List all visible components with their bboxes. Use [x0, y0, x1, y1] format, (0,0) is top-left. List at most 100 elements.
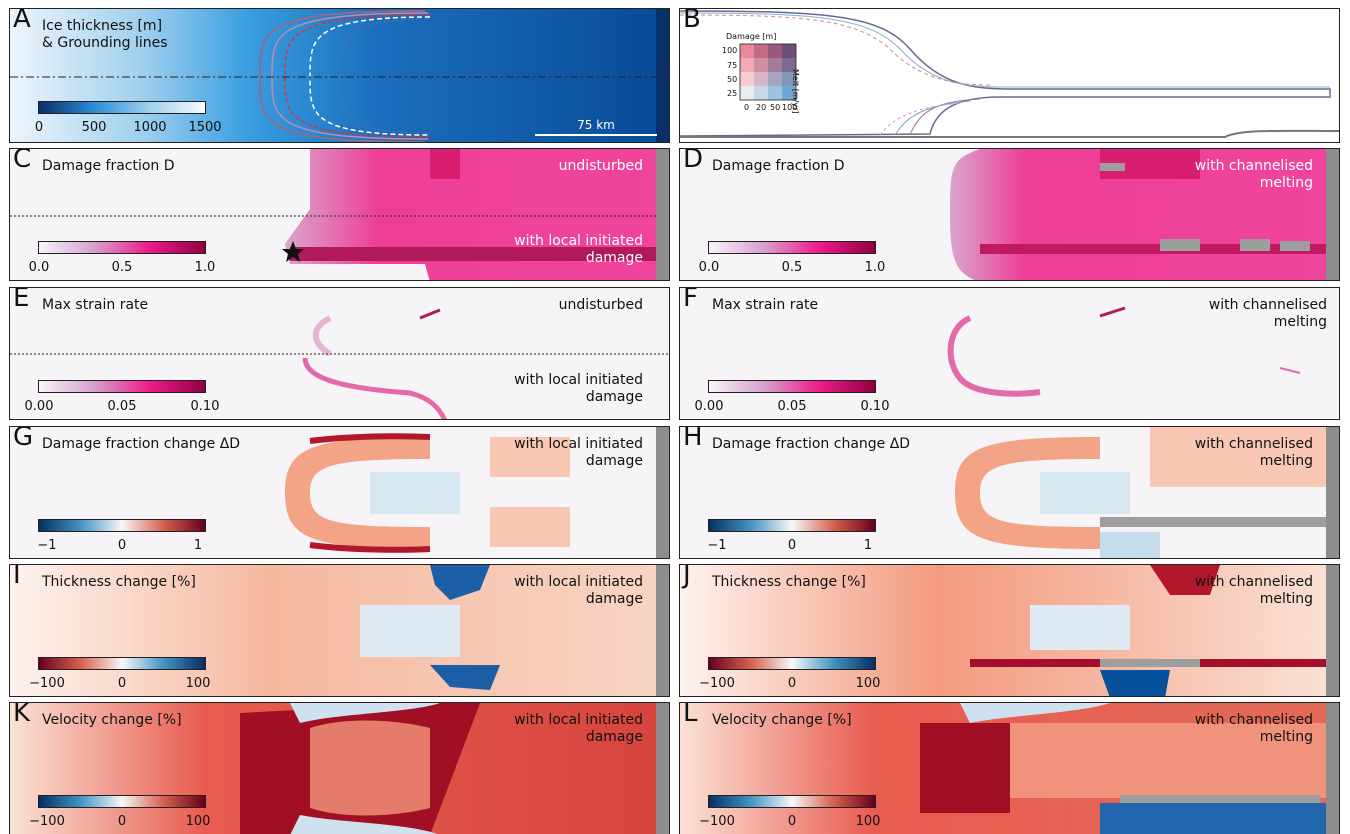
legend-ylabel: Melt [m/yr]: [791, 69, 800, 114]
damage-map: [10, 149, 669, 280]
tick-label: 0: [117, 814, 127, 829]
velocity-change-map: [680, 703, 1339, 834]
panel-e: E Max strain rate undisturbed with local…: [9, 287, 670, 420]
tick-label: 0.10: [190, 399, 220, 414]
label-top: with channelised melting: [1208, 297, 1327, 330]
damage-map: [950, 149, 1339, 280]
panel-j: J Thickness change [%] with channelised …: [679, 564, 1340, 697]
tick-label: 0.00: [694, 399, 724, 414]
panel-letter: B: [683, 8, 701, 34]
colorbar: [708, 241, 876, 254]
colorbar: [708, 519, 876, 532]
colorbar: [38, 241, 206, 254]
tick-label: 1.0: [864, 260, 886, 275]
label-top: with local initiated damage: [514, 574, 643, 607]
panel-a: A Ice thickness [m] & Grounding lines 0 …: [9, 8, 670, 143]
tick-label: 100: [855, 814, 881, 829]
colorbar-ticks: −100 0 100: [680, 676, 910, 694]
panel-letter: K: [13, 702, 31, 728]
tick-label: 100: [185, 676, 211, 691]
tick-label: 500: [81, 120, 107, 135]
ice-thickness-map: [10, 9, 669, 142]
label-top: with channelised melting: [1194, 712, 1313, 745]
panel-i: I Thickness change [%] with local initia…: [9, 564, 670, 697]
velocity-change-map: [10, 703, 669, 834]
legend-xtick: 20: [756, 103, 767, 112]
damage-change-map: [285, 427, 669, 558]
colorbar-ticks: 0.0 0.5 1.0: [680, 260, 910, 278]
tick-label: −100: [699, 814, 735, 829]
label-top: undisturbed: [558, 158, 643, 174]
profile-plot: [680, 10, 1339, 138]
colorbar-ticks: −1 0 1: [10, 538, 240, 556]
panel-title: Max strain rate: [712, 297, 819, 313]
colorbar: [38, 795, 206, 808]
tick-label: 0.5: [781, 260, 803, 275]
tick-label: 0.0: [698, 260, 720, 275]
colorbar-ticks: −100 0 100: [680, 814, 910, 832]
panel-f: F Max strain rate with channelised melti…: [679, 287, 1340, 420]
panel-b: B Damage [m] 100 75 50 25 0 20 50 100 Me…: [679, 8, 1340, 143]
tick-label: −1: [707, 538, 727, 553]
tick-label: 0: [117, 538, 127, 553]
colorbar: [708, 657, 876, 670]
tick-label: 100: [855, 676, 881, 691]
tick-label: −100: [699, 676, 735, 691]
legend-xtick: 100: [782, 103, 798, 112]
panel-letter: C: [13, 148, 32, 174]
tick-label: 1: [193, 538, 203, 553]
panel-title: Velocity change [%]: [42, 712, 182, 728]
legend-ytick: 75: [727, 61, 738, 70]
tick-label: 0.5: [111, 260, 133, 275]
panel-title: Damage fraction change ΔD: [712, 436, 911, 452]
tick-label: 0.00: [24, 399, 54, 414]
bivariate-legend: Damage [m] 100 75 50 25 0 20 50 100 Melt…: [710, 29, 810, 121]
colorbar-ticks: 0 500 1000 1500: [10, 120, 240, 138]
panel-c: C Damage fraction D undisturbed with loc…: [9, 148, 670, 281]
tick-label: 1000: [133, 120, 167, 135]
colorbar: [708, 795, 876, 808]
colorbar-ticks: 0.00 0.05 0.10: [680, 399, 910, 417]
panel-letter: G: [13, 426, 34, 452]
panel-title: Damage fraction D: [712, 158, 845, 174]
tick-label: 0.05: [777, 399, 807, 414]
colorbar-ticks: 0.00 0.05 0.10: [10, 399, 240, 417]
tick-label: 1.0: [194, 260, 216, 275]
tick-label: 0: [787, 814, 797, 829]
panel-letter: F: [683, 287, 698, 313]
strain-rate-map: [10, 308, 669, 419]
colorbar: [38, 101, 206, 114]
colorbar-ticks: −100 0 100: [10, 676, 240, 694]
label-top: undisturbed: [558, 297, 643, 313]
thickness-change-map: [10, 565, 669, 696]
tick-label: 0: [787, 538, 797, 553]
panel-letter: H: [683, 426, 703, 452]
panel-letter: E: [13, 287, 30, 313]
thickness-change-map: [680, 565, 1339, 696]
legend-xtick: 50: [770, 103, 781, 112]
panel-d: D Damage fraction D with channelised mel…: [679, 148, 1340, 281]
tick-label: 0.10: [860, 399, 890, 414]
panel-letter: J: [683, 564, 691, 590]
panel-letter: A: [13, 8, 31, 34]
label-top: with channelised melting: [1194, 158, 1313, 191]
panel-title: Thickness change [%]: [712, 574, 866, 590]
tick-label: 1: [863, 538, 873, 553]
label-top: with channelised melting: [1194, 574, 1313, 607]
tick-label: 0: [34, 120, 44, 135]
colorbar: [38, 380, 206, 393]
label-top: with local initiated damage: [514, 712, 643, 745]
panel-title: Damage fraction D: [42, 158, 175, 174]
panel-g: G Damage fraction change ΔD with local i…: [9, 426, 670, 559]
tick-label: 1500: [188, 120, 222, 135]
tick-label: 100: [185, 814, 211, 829]
colorbar: [38, 657, 206, 670]
panel-title: Ice thickness [m] & Grounding lines: [42, 18, 168, 51]
legend-ytick: 25: [727, 89, 738, 98]
tick-label: 0: [787, 676, 797, 691]
scale-bar: 75 km: [535, 118, 657, 136]
tick-label: −100: [29, 814, 65, 829]
panel-letter: D: [683, 148, 704, 174]
legend-title: Damage [m]: [726, 32, 777, 41]
tick-label: −100: [29, 676, 65, 691]
